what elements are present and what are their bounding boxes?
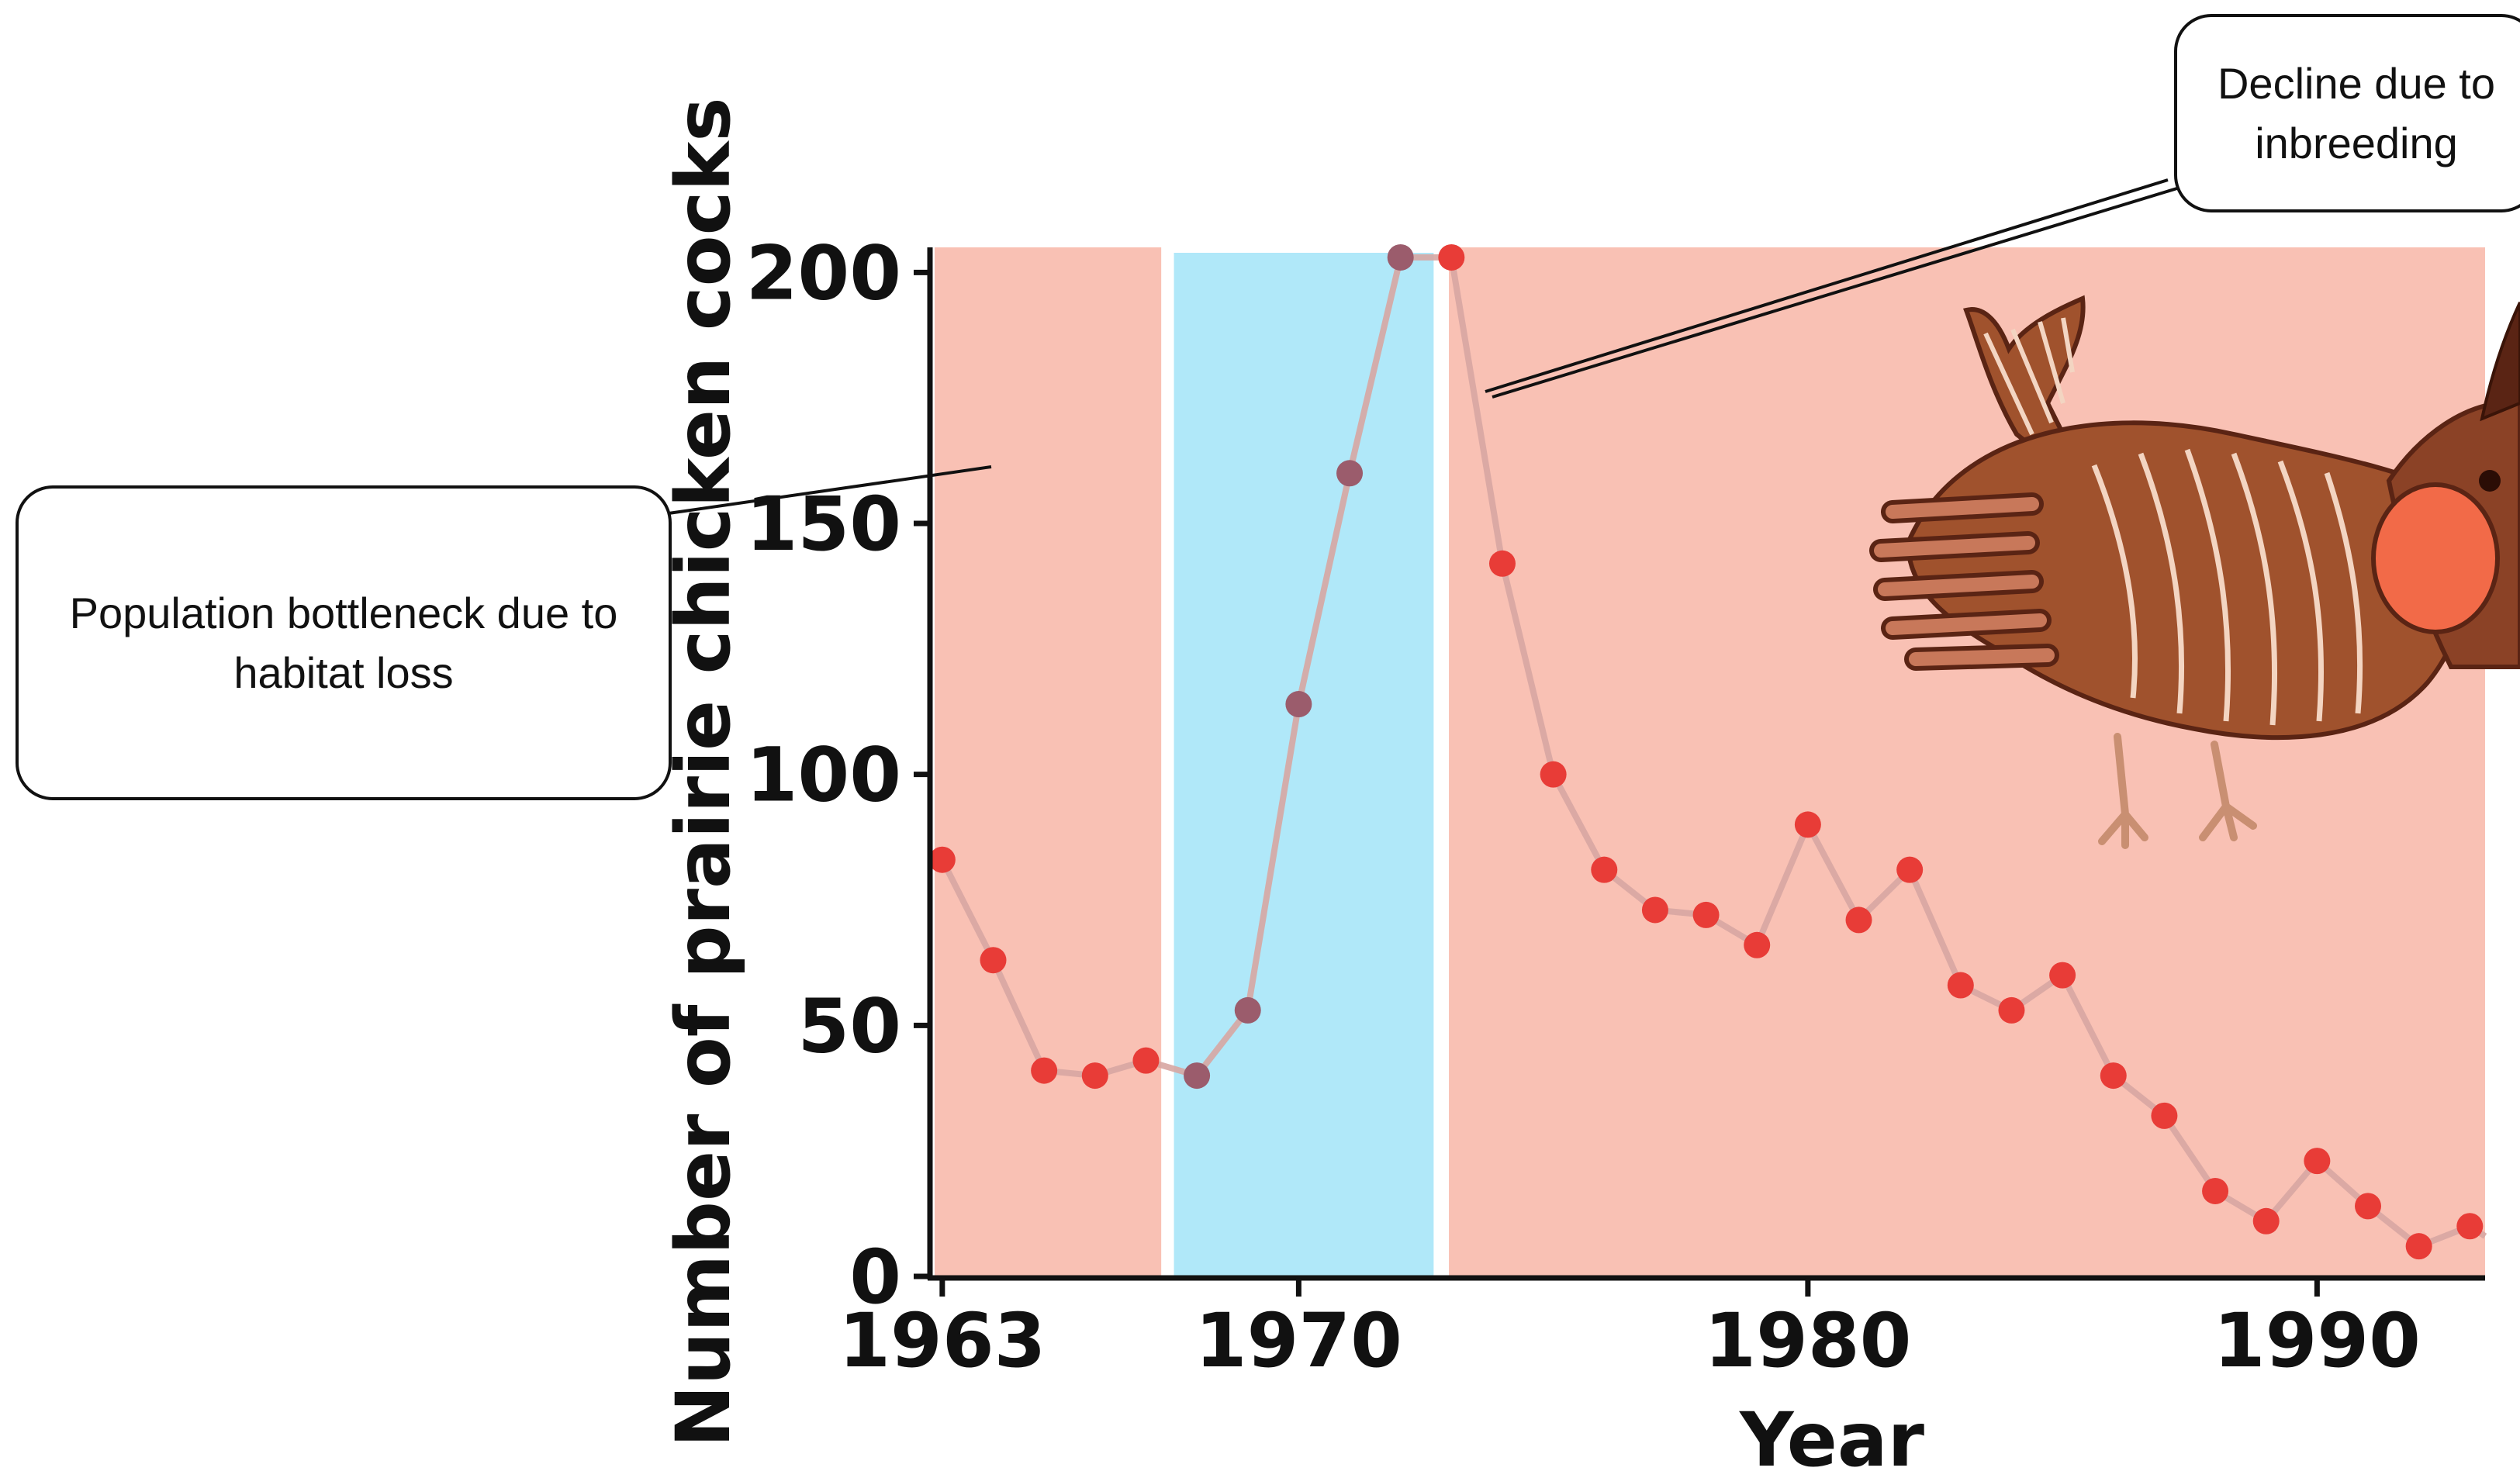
y-tick-label-100: 100 xyxy=(746,732,901,819)
shaded-regions xyxy=(935,247,2485,1276)
data-point-1985 xyxy=(2049,962,2076,989)
data-point-1963 xyxy=(928,846,956,873)
series-prairie-chicken-cocks xyxy=(928,243,2487,1260)
data-point-1977 xyxy=(1641,896,1668,924)
x-axis-title: Year xyxy=(1739,1397,1925,1478)
data-point-1965 xyxy=(1031,1057,1058,1084)
data-point-1989 xyxy=(2252,1207,2280,1235)
data-point-1988 xyxy=(2202,1177,2229,1204)
data-point-1967 xyxy=(1132,1047,1160,1074)
bird-body-bars xyxy=(2091,448,2363,726)
data-point-1979 xyxy=(1744,931,1771,958)
data-point-1969 xyxy=(1234,996,1261,1024)
data-point-1984 xyxy=(1998,996,2025,1024)
data-point-1971 xyxy=(1336,460,1364,487)
data-point-1966 xyxy=(1081,1062,1108,1090)
data-point-1980 xyxy=(1794,811,1821,838)
data-point-1968 xyxy=(1184,1062,1211,1090)
x-tick-label-1963: 1963 xyxy=(838,1297,1046,1384)
data-point-1973 xyxy=(1438,243,1465,271)
callout-bottleneck-leader xyxy=(668,465,992,515)
bird-wing-feathers-light xyxy=(1874,497,2055,666)
bird-eye xyxy=(2479,470,2501,492)
bird-legs xyxy=(2098,733,2257,849)
data-point-1974 xyxy=(1488,550,1516,577)
data-point-1975 xyxy=(1540,761,1567,788)
shaded-region-pink-1 xyxy=(935,247,1162,1276)
shaded-region-blue-2 xyxy=(1174,253,1434,1276)
y-tick-label-200: 200 xyxy=(746,230,901,316)
bird-air-sac xyxy=(2371,482,2500,634)
data-point-1993 xyxy=(2456,1213,2484,1240)
data-point-1982 xyxy=(1896,856,1924,883)
callout-inbreeding-leader-inner xyxy=(1485,178,2169,393)
data-point-1976 xyxy=(1591,856,1618,883)
callout-bottleneck: Population bottleneck due to habitat los… xyxy=(16,485,672,800)
shaded-region-pink-3 xyxy=(1449,247,2485,1276)
callout-inbreeding-leader xyxy=(1492,186,2180,399)
x-tick-label-1980: 1980 xyxy=(1704,1297,1911,1384)
bird-tail-stripes xyxy=(1983,317,2075,436)
data-point-1987 xyxy=(2151,1102,2178,1129)
y-tick-label-150: 150 xyxy=(746,481,901,568)
data-point-1970 xyxy=(1285,691,1312,718)
data-point-1990 xyxy=(2304,1148,2331,1175)
data-point-1992 xyxy=(2405,1233,2432,1260)
x-tick-label-1970: 1970 xyxy=(1195,1297,1402,1384)
data-point-1991 xyxy=(2355,1193,2382,1220)
bird-pinnae xyxy=(2480,302,2520,422)
callout-inbreeding: Decline due to inbreeding xyxy=(2174,14,2520,212)
data-point-1986 xyxy=(2100,1062,2127,1090)
x-tick-label-1990: 1990 xyxy=(2214,1297,2421,1384)
data-point-1972 xyxy=(1387,243,1414,271)
data-point-1981 xyxy=(1845,906,1872,934)
y-axis-title: Number of prairie chicken cocks xyxy=(660,98,747,1448)
data-point-1978 xyxy=(1692,901,1720,928)
data-point-1964 xyxy=(980,947,1007,974)
y-tick-label-0: 0 xyxy=(849,1234,901,1321)
y-tick-label-50: 50 xyxy=(797,982,901,1069)
prairie-chicken-illustration xyxy=(1869,295,2520,849)
data-point-1983 xyxy=(1947,972,1974,999)
axes: 0 50 100 150 200 1963 1970 1980 1990 Year Number o… xyxy=(660,98,2485,1478)
